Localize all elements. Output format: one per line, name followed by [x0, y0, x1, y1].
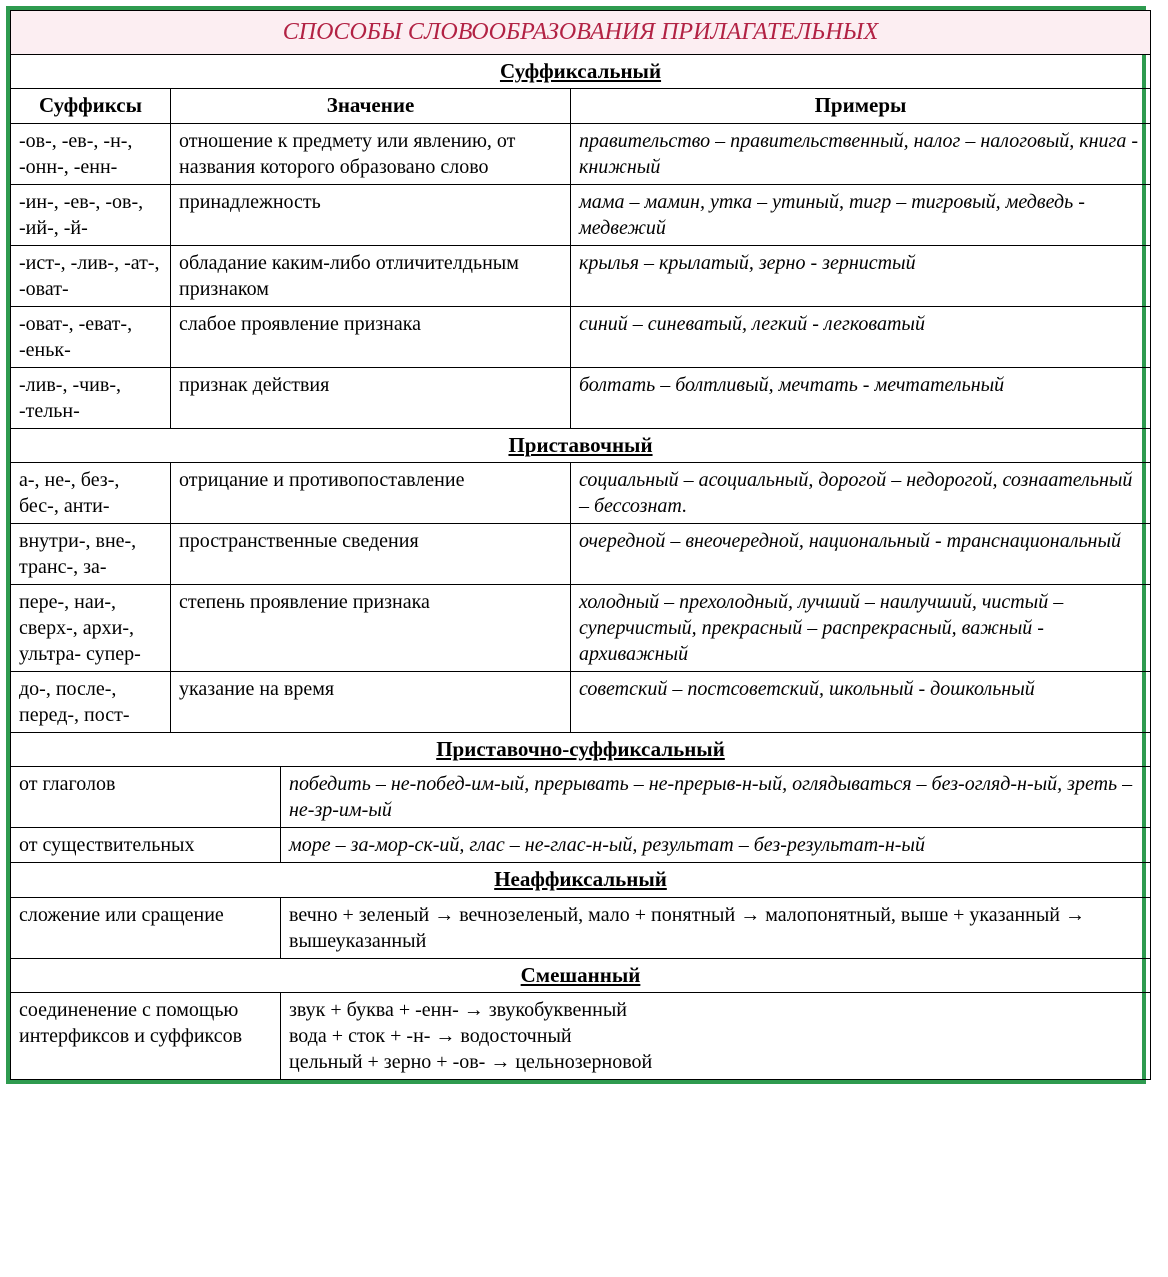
source-cell: от глаголов — [11, 767, 281, 828]
main-table-top: СПОСОБЫ СЛОВООБРАЗОВАНИЯ ПРИЛАГАТЕЛЬНЫХ … — [10, 10, 1151, 733]
example-cell: вечно + зеленый → вечнозеленый, мало + п… — [281, 897, 1151, 958]
source-cell: сложение или сращение — [11, 897, 281, 958]
main-title: СПОСОБЫ СЛОВООБРАЗОВАНИЯ ПРИЛАГАТЕЛЬНЫХ — [11, 11, 1151, 55]
section-heading-nonaffix: Неаффиксальный — [11, 863, 1151, 897]
table-row: от глаголов победить – не-побед-им-ый, п… — [11, 767, 1151, 828]
col-header-meaning: Значение — [171, 89, 571, 123]
example-cell: море – за-мор-ск-ий, глас – не-глас-н-ый… — [281, 828, 1151, 863]
meaning-cell: отношение к предмету или явлению, от наз… — [171, 123, 571, 184]
prefix-cell: а-, не-, без-, бес-, анти- — [11, 463, 171, 524]
example-cell: социальный – асоциальный, дорогой – недо… — [571, 463, 1151, 524]
suffix-cell: -лив-, -чив-, -тельн- — [11, 367, 171, 428]
example-cell: мама – мамин, утка – утиный, тигр – тигр… — [571, 184, 1151, 245]
suffix-cell: -оват-, -еват-, -еньк- — [11, 306, 171, 367]
suffix-cell: -ист-, -лив-, -ат-, -оват- — [11, 245, 171, 306]
example-cell: холодный – прехолодный, лучший – наилучш… — [571, 585, 1151, 672]
table-row: -ин-, -ев-, -ов-, -ий-, -й- принадлежнос… — [11, 184, 1151, 245]
meaning-cell: принадлежность — [171, 184, 571, 245]
section-heading-prefix: Приставочный — [11, 428, 1151, 462]
prefix-cell: до-, после-, перед-, пост- — [11, 672, 171, 733]
suffix-cell: -ин-, -ев-, -ов-, -ий-, -й- — [11, 184, 171, 245]
meaning-cell: указание на время — [171, 672, 571, 733]
table-row: сложение или сращение вечно + зеленый → … — [11, 897, 1151, 958]
meaning-cell: пространственные сведения — [171, 524, 571, 585]
table-row: внутри-, вне-, транс-, за- пространствен… — [11, 524, 1151, 585]
example-cell: очередной – внеочередной, национальный -… — [571, 524, 1151, 585]
main-table-bottom: Приставочно-суффиксальный от глаголов по… — [10, 733, 1151, 1080]
table-row: от существительных море – за-мор-ск-ий, … — [11, 828, 1151, 863]
example-cell: правительство – правительственный, налог… — [571, 123, 1151, 184]
source-cell: от существительных — [11, 828, 281, 863]
table-container: СПОСОБЫ СЛОВООБРАЗОВАНИЯ ПРИЛАГАТЕЛЬНЫХ … — [6, 6, 1146, 1084]
table-row: а-, не-, без-, бес-, анти- отрицание и п… — [11, 463, 1151, 524]
col-header-examples: Примеры — [571, 89, 1151, 123]
meaning-cell: степень проявление признака — [171, 585, 571, 672]
section-heading-mixed: Смешанный — [11, 958, 1151, 992]
table-row: -лив-, -чив-, -тельн- признак действия б… — [11, 367, 1151, 428]
table-row: до-, после-, перед-, пост- указание на в… — [11, 672, 1151, 733]
example-cell: крылья – крылатый, зерно - зернистый — [571, 245, 1151, 306]
suffix-cell: -ов-, -ев-, -н-, -онн-, -енн- — [11, 123, 171, 184]
meaning-cell: отрицание и противопоставление — [171, 463, 571, 524]
prefix-cell: внутри-, вне-, транс-, за- — [11, 524, 171, 585]
source-cell: соединенение с помощью интерфиксов и суф… — [11, 992, 281, 1079]
table-row: -ов-, -ев-, -н-, -онн-, -енн- отношение … — [11, 123, 1151, 184]
table-row: -оват-, -еват-, -еньк- слабое проявление… — [11, 306, 1151, 367]
col-header-suffixes: Суффиксы — [11, 89, 171, 123]
meaning-cell: слабое проявление признака — [171, 306, 571, 367]
example-cell: болтать – болтливый, мечтать - мечтатель… — [571, 367, 1151, 428]
section-heading-prefsuf: Приставочно-суффиксальный — [11, 733, 1151, 767]
example-cell: советский – постсоветский, школьный - до… — [571, 672, 1151, 733]
prefix-cell: пере-, наи-, сверх-, архи-, ультра- супе… — [11, 585, 171, 672]
meaning-cell: обладание каким-либо отличителдьным приз… — [171, 245, 571, 306]
example-cell: звук + буква + -енн- → звукобуквенный во… — [281, 992, 1151, 1079]
meaning-cell: признак действия — [171, 367, 571, 428]
example-cell: победить – не-побед-им-ый, прерывать – н… — [281, 767, 1151, 828]
table-row: пере-, наи-, сверх-, архи-, ультра- супе… — [11, 585, 1151, 672]
section-heading-suffix: Суффиксальный — [11, 55, 1151, 89]
table-row: -ист-, -лив-, -ат-, -оват- обладание как… — [11, 245, 1151, 306]
example-cell: синий – синеватый, легкий - легковатый — [571, 306, 1151, 367]
table-row: соединенение с помощью интерфиксов и суф… — [11, 992, 1151, 1079]
